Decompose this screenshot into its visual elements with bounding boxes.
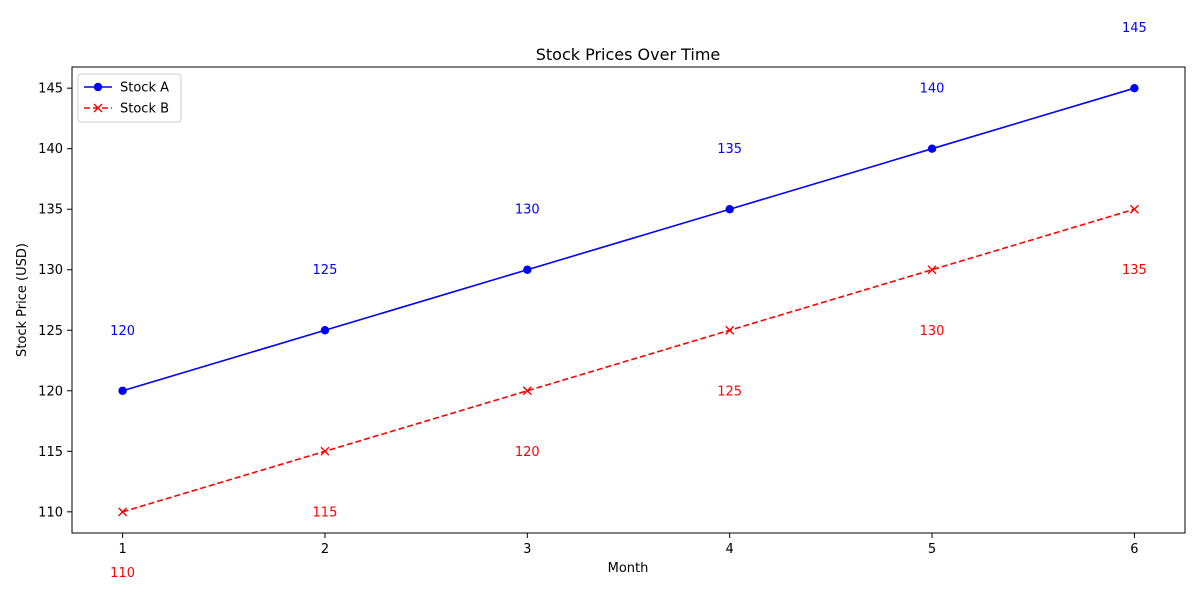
- x-tick-label: 1: [118, 542, 126, 557]
- data-point: [523, 265, 532, 274]
- data-point: [320, 326, 330, 335]
- y-tick-label: 130: [38, 263, 63, 278]
- y-tick-label: 145: [38, 82, 63, 97]
- x-tick-label: 6: [1130, 542, 1138, 557]
- data-point: [118, 386, 127, 395]
- legend-box: [77, 73, 182, 123]
- data-label: 130: [515, 203, 540, 218]
- legend: Stock A Stock B: [77, 73, 182, 123]
- data-point: [118, 507, 128, 517]
- data-point: [927, 144, 937, 153]
- data-label: 125: [717, 384, 742, 399]
- data-point: [320, 446, 330, 456]
- y-tick-label: 125: [38, 324, 63, 339]
- plot-area: 1 2 3 4 5 6 110 115 120 125 130 135 140 145 120 125 130 1…: [38, 21, 1186, 581]
- x-marker-stroke: [522, 386, 532, 396]
- data-point: [1130, 83, 1139, 93]
- x-tick-label: 5: [928, 542, 936, 557]
- x-tick-label: 4: [726, 542, 734, 557]
- x-marker-stroke: [118, 507, 128, 517]
- x-marker-stroke: [320, 446, 330, 456]
- legend-label: Stock B: [120, 102, 169, 117]
- x-marker-stroke: [927, 265, 937, 275]
- y-tick-label: 135: [38, 203, 63, 218]
- y-tick-label: 120: [38, 384, 63, 399]
- x-tick-label: 2: [321, 542, 329, 557]
- data-label: 120: [110, 324, 135, 339]
- data-label: 140: [920, 82, 945, 97]
- data-label: 125: [313, 263, 338, 278]
- y-tick-label: 115: [38, 445, 63, 460]
- legend-marker: [93, 103, 103, 113]
- legend-label: Stock A: [120, 81, 169, 96]
- data-label: 130: [920, 324, 945, 339]
- series-line-1: [122, 87, 1135, 392]
- y-tick-label: 110: [38, 505, 63, 520]
- data-point: [1129, 204, 1139, 214]
- data-label: 135: [1122, 263, 1147, 278]
- data-label: 135: [717, 142, 742, 157]
- data-point: [725, 205, 734, 214]
- legend-marker: [93, 82, 103, 92]
- y-axis-label: Stock Price (USD): [15, 243, 30, 357]
- data-label: 120: [515, 445, 540, 460]
- data-label: 115: [313, 505, 338, 520]
- data-point: [725, 325, 735, 335]
- data-label: 145: [1122, 21, 1147, 36]
- x-marker-stroke: [1129, 204, 1139, 214]
- x-tick-label: 3: [523, 542, 531, 557]
- x-marker-stroke: [725, 325, 735, 335]
- data-point: [522, 386, 532, 396]
- plot-frame: [71, 66, 1186, 534]
- series-line-2: [122, 208, 1135, 513]
- y-tick-label: 140: [38, 142, 63, 157]
- data-label: 110: [110, 566, 135, 581]
- data-point: [927, 265, 937, 275]
- chart-title: Stock Prices Over Time: [536, 45, 721, 64]
- x-marker-stroke: [93, 103, 103, 113]
- x-axis-label: Month: [608, 561, 649, 576]
